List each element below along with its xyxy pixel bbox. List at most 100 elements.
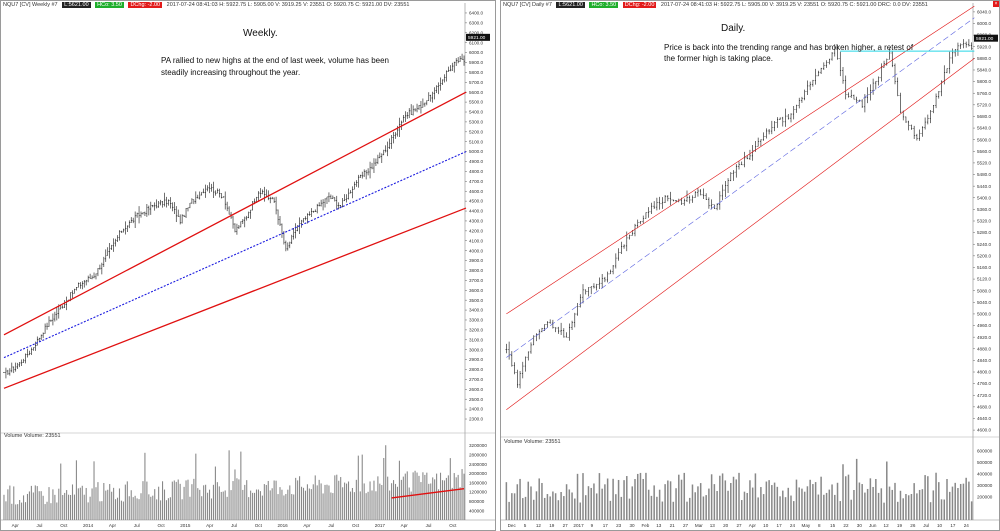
volume-bar [236, 478, 238, 520]
channel-mid-line [3, 151, 467, 359]
volume-bar [36, 486, 38, 520]
volume-bar [361, 454, 363, 520]
y-tick-label: 5100.0 [469, 139, 483, 144]
volume-bar [152, 495, 154, 520]
volume-tick-label: 1600000 [469, 480, 487, 485]
volume-bar [132, 497, 134, 520]
volume-bar [795, 479, 798, 520]
volume-bar [394, 483, 397, 520]
volume-bar [124, 484, 126, 520]
volume-bar [532, 499, 535, 520]
volume-bar [828, 489, 831, 520]
volume-bar [428, 483, 430, 520]
volume-bar [330, 492, 332, 520]
y-tick-label: 4200.0 [469, 228, 483, 233]
y-tick-label: 4000.0 [469, 248, 483, 253]
volume-bar [142, 481, 144, 520]
volume-bar [408, 487, 410, 520]
volume-bar [426, 472, 428, 520]
volume-bar [535, 491, 538, 520]
x-tick-label: 17 [950, 523, 956, 528]
volume-bar [445, 477, 447, 520]
volume-bar [568, 489, 571, 520]
volume-bar [99, 501, 101, 520]
weekly-symbol: NQU7 [CV] Weekly #7 [3, 2, 58, 8]
volume-bar [144, 452, 146, 520]
volume-bar [598, 473, 601, 520]
volume-bar [455, 477, 457, 520]
volume-bar [336, 474, 338, 520]
volume-bar [579, 502, 582, 520]
volume-bar [907, 495, 910, 520]
volume-bar [938, 482, 940, 520]
volume-bar [527, 481, 530, 520]
volume-bar [954, 482, 956, 520]
x-tick-label: 19 [897, 523, 903, 528]
volume-bar [790, 495, 792, 520]
daily-chart-svg[interactable]: 4600.0 4640.0 4680.0 4720.0 4760.0 4800.0 4840… [501, 1, 999, 530]
y-tick-label: 4500.0 [469, 199, 483, 204]
volume-bar [560, 492, 562, 520]
volume-bar [169, 497, 171, 520]
volume-bar [453, 473, 455, 520]
volume-bar [363, 483, 365, 520]
volume-bar [242, 489, 244, 520]
volume-bar [699, 483, 702, 520]
volume-bar [834, 494, 836, 520]
weekly-chart-panel[interactable]: NQU7 [CV] Weekly #7 L:5621.00 HCo: 3.50 … [0, 0, 496, 531]
volume-bar [320, 483, 322, 520]
volume-bar [379, 483, 381, 520]
volume-bar [552, 491, 554, 520]
volume-bar [214, 466, 216, 520]
volume-bar [269, 490, 271, 520]
daily-header: NQU7 [CV] Daily #7 L:5621.00 HCo: 3.50 D… [501, 1, 999, 10]
volume-bar [68, 494, 70, 520]
volume-bar [210, 498, 213, 520]
y-tick-label: 5080.0 [977, 288, 991, 293]
volume-bar [71, 484, 74, 520]
volume-bar [306, 484, 308, 520]
volume-bar [782, 490, 784, 520]
weekly-volume-label: Volume Volume: 23551 [4, 433, 61, 439]
volume-bar [38, 491, 40, 520]
volume-bar [79, 487, 81, 520]
volume-bar [886, 461, 888, 520]
y-tick-label: 6000.0 [977, 21, 991, 26]
volume-bar [275, 480, 277, 520]
x-tick-label: Dec [508, 523, 517, 528]
volume-bar [546, 494, 549, 520]
volume-bar [738, 472, 740, 520]
volume-bar [40, 491, 42, 520]
volume-bar [66, 490, 68, 520]
weekly-chart-svg[interactable]: 2300.0 2400.0 2500.0 2600.0 2700.0 2800.0 2900… [1, 1, 495, 530]
daily-chart-panel[interactable]: NQU7 [CV] Daily #7 L:5621.00 HCo: 3.50 D… [500, 0, 1000, 531]
volume-bar [230, 490, 232, 520]
volume-bar [461, 469, 463, 520]
volume-bar [287, 489, 289, 520]
volume-bar [905, 493, 907, 520]
volume-bar [9, 485, 11, 520]
volume-bar [776, 486, 779, 520]
x-tick-label: 13 [656, 523, 662, 528]
channel-lower-line [3, 207, 467, 389]
x-tick-label: 20 [723, 523, 729, 528]
volume-bar [377, 476, 379, 520]
y-tick-label: 5000.0 [469, 149, 483, 154]
volume-bar [179, 483, 181, 520]
volume-bar [653, 485, 655, 520]
x-tick-label: 2014 [83, 523, 94, 528]
volume-bar [574, 498, 576, 520]
x-tick-label: Oct [157, 523, 165, 528]
volume-bar [839, 501, 842, 520]
y-tick-label: 3900.0 [469, 258, 483, 263]
volume-bar [162, 481, 164, 520]
volume-bar [7, 489, 9, 520]
volume-bar [93, 461, 95, 520]
volume-bar [557, 500, 560, 520]
volume-bar [248, 497, 250, 520]
volume-bar [508, 501, 510, 520]
volume-bar [760, 487, 762, 520]
close-icon[interactable]: × [993, 1, 999, 7]
volume-bar [138, 499, 140, 520]
y-tick-label: 5600.0 [977, 137, 991, 142]
